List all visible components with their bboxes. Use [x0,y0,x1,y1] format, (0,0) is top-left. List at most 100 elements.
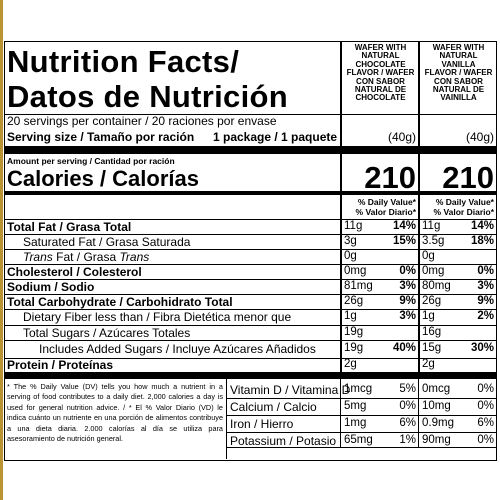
amount: 16g [422,325,442,338]
nutrient-label: Cholesterol / Colesterol [7,264,142,279]
serving-size-label: Serving size / Tamaño por ración [7,130,195,144]
amount: 2g [422,358,435,370]
column-header: WAFER WITH [432,43,485,52]
amount: 3.5g [422,234,445,247]
rule [5,234,496,235]
column-header: VANILLA [441,59,476,69]
amount: 26g [422,294,442,307]
calories: 210 [442,160,494,195]
nutrient-label: Sodium / Sodio [7,279,95,294]
amount: 19g [344,342,364,354]
column-header: NATURAL DE [354,85,407,94]
daily-value: 3% [399,279,416,292]
rule [5,325,496,326]
label-border [4,41,497,461]
rule [5,114,340,115]
amount: 5mg [344,400,367,412]
vitamin-label: Potassium / Potasio [230,434,337,448]
nutrient-label: Protein / Proteínas [7,358,114,372]
daily-value: 0% [477,264,494,277]
nutrient-label: Total Carbohydrate / Carbohidrato Total [7,294,233,309]
column-header: WAFER WITH [354,43,407,52]
column-divider [340,379,341,447]
amount: 0.9mg [422,417,454,429]
amount: 65mg [344,434,373,446]
amount: 1g [422,310,435,322]
amount: 3g [344,234,357,247]
dv-header: % Daily Value* [435,197,494,207]
dv-header: % Daily Value* [357,197,416,207]
amount: 0mg [422,264,445,277]
nutrient-label: Includes Added Sugars / Incluye Azúcares… [39,342,316,356]
amount: 11g [422,219,441,232]
title-spanish: Datos de Nutrición [7,79,288,114]
daily-value: 0% [477,383,494,395]
amount: 81mg [344,279,373,292]
thick-rule [5,372,496,379]
amount-per-serving: Amount per serving / Cantidad por ración [7,156,175,166]
daily-value: 0% [399,264,416,277]
serving-weight: (40g) [465,130,494,144]
amount: 11g [344,219,363,232]
rule [5,294,496,295]
vitamin-label: Vitamin D / Vitamina D [230,383,351,397]
column-header: VAINILLA [440,93,477,103]
divider [226,379,227,459]
daily-value: 15% [392,234,416,247]
gold-edge [0,0,3,500]
thick-rule [5,146,496,154]
amount: 2g [344,358,357,370]
rule [227,447,496,448]
daily-value: 30% [470,342,494,354]
daily-value: 9% [477,294,494,307]
column-divider [418,379,419,447]
column-header: NATURAL [439,51,478,61]
amount: 1mg [344,417,367,429]
amount: 26g [344,294,364,307]
title: Nutrition Facts/ [7,44,240,79]
column-header: FLAVOR / WAFER [424,68,493,78]
daily-value: 0% [399,400,416,412]
rule [5,279,496,280]
daily-value: 14% [470,219,494,232]
dv-header: % Valor Diario* [355,207,416,217]
column-header: CON SABOR [356,76,405,86]
amount: 15g [422,342,442,354]
amount: 80mg [422,279,451,292]
daily-value: 0% [477,434,494,446]
column-rule [342,114,419,115]
nutrient-label: Dietary Fiber less than / Fibra Dietétic… [23,310,292,324]
column-header: NATURAL DE [432,85,485,94]
nutrient-label: Saturated Fat / Grasa Saturada [23,234,191,249]
column-divider [418,42,420,372]
daily-value: 2% [477,310,494,322]
column-header: CON SABOR [434,76,483,86]
amount: 1g [344,310,357,322]
footnote: * The % Daily Value (DV) tells you how m… [7,382,223,444]
daily-value: 9% [399,294,416,307]
nutrient-label: Trans Fat / Grasa Trans [23,249,150,264]
column-rule [420,114,497,115]
nutrient-label: Total Fat / Grasa Total [7,219,132,234]
rule [5,340,496,341]
rule [5,309,496,310]
daily-value: 6% [477,417,494,429]
vitamin-label: Calcium / Calcio [230,400,317,414]
rule [227,432,496,433]
daily-value: 14% [392,219,416,232]
daily-value: 1% [399,434,416,446]
amount: 0g [344,249,357,262]
column-header: NATURAL [361,51,400,61]
rule [227,415,496,416]
column-header: FLAVOR / WAFER [346,68,415,78]
daily-value: 3% [477,279,494,292]
amount: 0mg [344,264,367,277]
daily-value: 18% [470,234,494,247]
dv-header: % Valor Diario* [433,207,494,217]
calories: 210 [364,160,416,195]
daily-value: 5% [399,383,416,395]
rule [5,264,496,265]
column-divider [340,42,342,372]
amount: 90mg [422,434,451,446]
daily-value: 0% [477,400,494,412]
